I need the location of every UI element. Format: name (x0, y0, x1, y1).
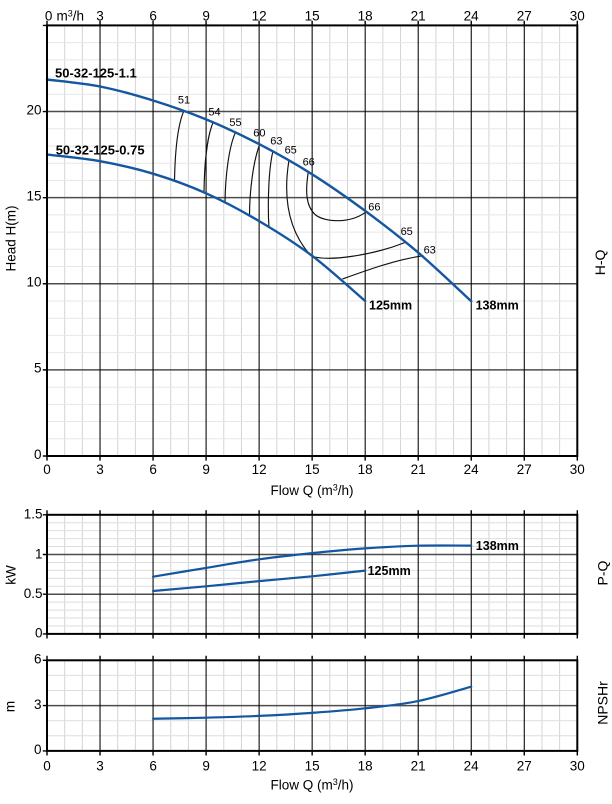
svg-text:51: 51 (178, 95, 190, 107)
svg-text:3: 3 (96, 758, 104, 773)
svg-text:65: 65 (285, 145, 297, 157)
svg-text:18: 18 (358, 462, 373, 477)
svg-text:15: 15 (305, 758, 320, 773)
svg-text:5: 5 (34, 361, 42, 376)
svg-text:kW: kW (3, 565, 18, 585)
svg-text:21: 21 (411, 462, 426, 477)
svg-text:3: 3 (96, 462, 104, 477)
svg-text:15: 15 (305, 462, 320, 477)
svg-text:3: 3 (96, 9, 104, 24)
svg-text:30: 30 (570, 9, 585, 24)
svg-text:24: 24 (464, 758, 480, 773)
svg-text:0: 0 (35, 626, 43, 641)
svg-text:0: 0 (43, 462, 51, 477)
svg-text:24: 24 (464, 462, 480, 477)
svg-text:30: 30 (570, 758, 585, 773)
svg-text:55: 55 (229, 117, 241, 129)
svg-text:NPSHr: NPSHr (594, 681, 610, 725)
svg-text:6: 6 (149, 462, 157, 477)
svg-text:138mm: 138mm (476, 539, 519, 553)
svg-text:10: 10 (26, 275, 41, 290)
svg-text:Head H(m): Head H(m) (3, 205, 18, 271)
svg-text:18: 18 (358, 9, 373, 24)
svg-text:12: 12 (252, 462, 267, 477)
svg-text:0: 0 (43, 758, 51, 773)
svg-text:60: 60 (253, 128, 265, 140)
svg-text:24: 24 (464, 9, 480, 24)
svg-text:138mm: 138mm (476, 298, 519, 312)
svg-text:0: 0 (34, 447, 42, 462)
svg-text:20: 20 (26, 102, 41, 117)
svg-text:9: 9 (202, 462, 210, 477)
svg-text:50-32-125-0.75: 50-32-125-0.75 (56, 142, 145, 157)
svg-text:66: 66 (368, 201, 380, 213)
svg-text:H-Q: H-Q (592, 249, 608, 275)
svg-text:Flow Q (m3/h): Flow Q (m3/h) (270, 777, 353, 792)
svg-text:1: 1 (35, 546, 43, 561)
svg-text:21: 21 (411, 758, 426, 773)
svg-text:m3/h: m3/h (57, 8, 85, 23)
svg-text:9: 9 (202, 758, 210, 773)
svg-text:65: 65 (401, 226, 413, 238)
svg-text:50-32-125-1.1: 50-32-125-1.1 (55, 65, 137, 80)
svg-text:27: 27 (517, 758, 532, 773)
svg-text:15: 15 (26, 188, 41, 203)
svg-text:12: 12 (252, 9, 267, 24)
svg-text:0.5: 0.5 (24, 586, 43, 601)
svg-text:1.5: 1.5 (24, 507, 43, 522)
svg-text:Flow Q (m3/h): Flow Q (m3/h) (270, 483, 353, 498)
svg-text:30: 30 (570, 462, 585, 477)
svg-text:P-Q: P-Q (594, 560, 610, 585)
svg-text:21: 21 (411, 9, 426, 24)
svg-text:3: 3 (34, 697, 42, 712)
svg-text:m: m (3, 701, 18, 712)
svg-text:63: 63 (270, 135, 282, 147)
svg-text:27: 27 (517, 9, 532, 24)
svg-text:12: 12 (252, 758, 267, 773)
svg-text:63: 63 (424, 245, 436, 257)
svg-text:125mm: 125mm (368, 564, 411, 578)
svg-text:15: 15 (305, 9, 320, 24)
svg-text:6: 6 (149, 758, 157, 773)
svg-text:6: 6 (34, 652, 42, 667)
svg-text:18: 18 (358, 758, 373, 773)
svg-text:54: 54 (208, 107, 220, 119)
svg-text:66: 66 (303, 156, 315, 168)
svg-text:125mm: 125mm (369, 298, 412, 312)
svg-text:0: 0 (45, 9, 53, 24)
svg-text:6: 6 (149, 9, 157, 24)
svg-text:27: 27 (517, 462, 532, 477)
svg-text:9: 9 (202, 9, 210, 24)
svg-text:0: 0 (34, 742, 42, 757)
